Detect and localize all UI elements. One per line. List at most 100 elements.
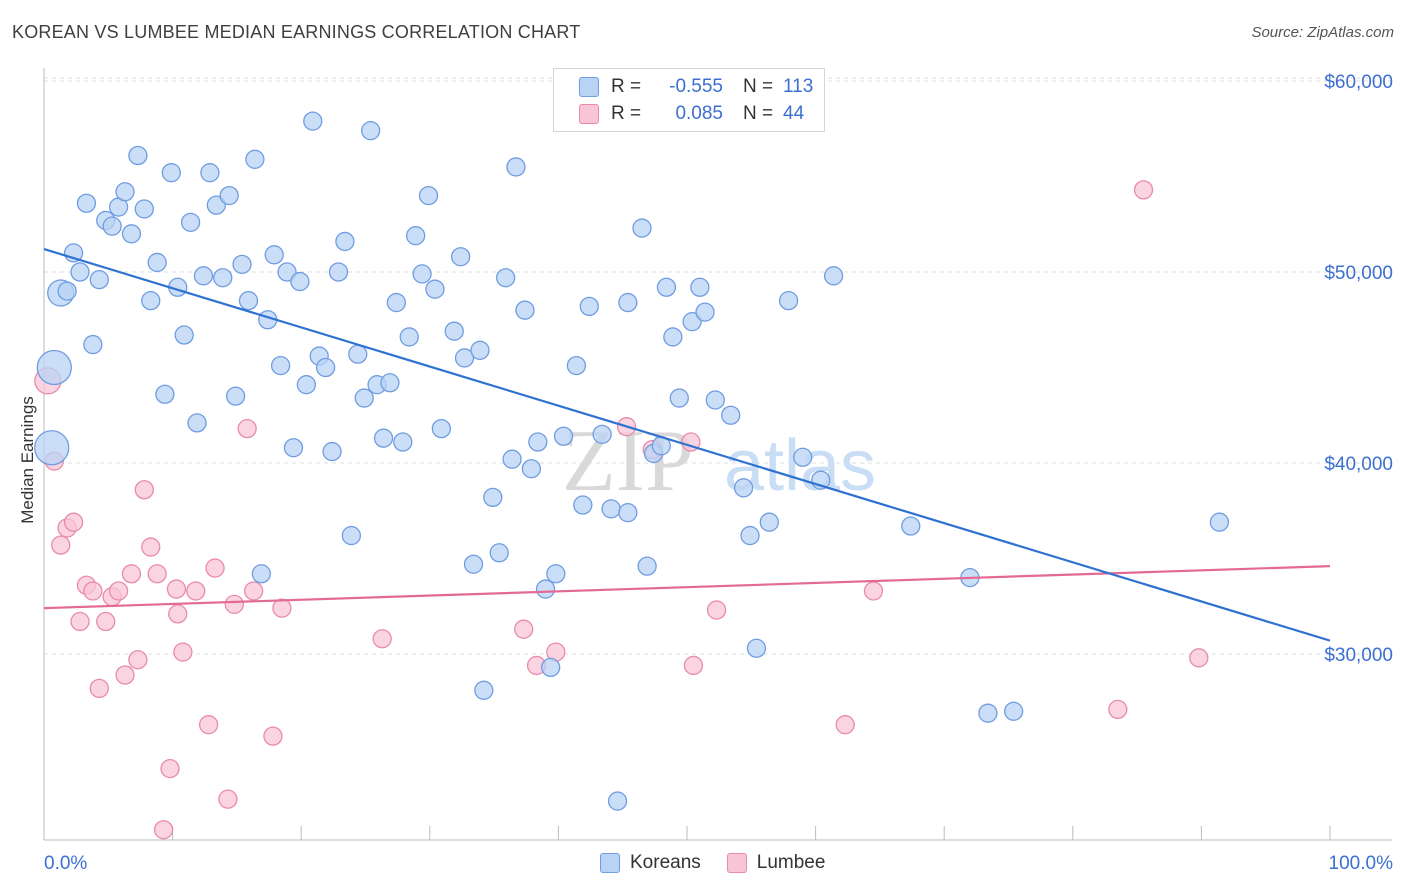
- lumbee-point: [1108, 699, 1128, 720]
- korean-point: [121, 224, 142, 244]
- korean-point: [535, 579, 556, 599]
- lumbee-point: [141, 537, 161, 557]
- korean-point: [328, 262, 349, 282]
- korean-point: [225, 386, 246, 406]
- korean-point: [637, 556, 657, 576]
- korean-point: [1209, 512, 1230, 532]
- korean-point: [238, 290, 259, 311]
- korean-point: [470, 340, 490, 360]
- lumbee-point: [166, 579, 187, 599]
- korean-point: [264, 245, 284, 265]
- korean-point: [277, 262, 297, 282]
- korean-point: [454, 348, 475, 368]
- korean-point: [174, 325, 194, 345]
- korean-point: [213, 268, 233, 288]
- y-tick-label: $50,000: [1324, 263, 1393, 284]
- koreans-legend-swatch: [600, 853, 620, 873]
- korean-point: [283, 438, 304, 458]
- korean-point: [155, 384, 175, 404]
- legend-row-koreans: R = -0.555 N = 113: [554, 74, 813, 100]
- korean-point: [489, 543, 509, 563]
- trend-lines: [43, 248, 1331, 642]
- lumbee-point: [83, 581, 103, 601]
- lumbee-point: [121, 564, 142, 584]
- korean-point: [180, 212, 201, 232]
- lumbee-point: [96, 611, 116, 632]
- korean-point: [406, 226, 426, 246]
- lumbee-point: [168, 604, 188, 624]
- korean-point: [360, 121, 381, 141]
- koreans-legend-label: Koreans: [630, 852, 701, 873]
- korean-point: [290, 271, 310, 292]
- r-label: R =: [611, 76, 642, 97]
- legend-item-koreans[interactable]: Koreans: [600, 852, 701, 874]
- lumbee-point: [89, 678, 109, 699]
- lumbee-point: [237, 418, 257, 439]
- korean-point: [541, 657, 561, 678]
- lumbee-point: [243, 581, 264, 601]
- korean-point: [76, 193, 97, 213]
- korean-point: [380, 373, 400, 393]
- lumbee-point: [514, 619, 534, 639]
- lumbee-point: [198, 715, 219, 735]
- korean-points: [34, 111, 1230, 811]
- korean-point: [592, 424, 612, 445]
- korean-point: [418, 185, 439, 206]
- korean-point: [399, 327, 419, 347]
- lumbee-point: [147, 564, 167, 584]
- lumbee-legend-label: Lumbee: [756, 852, 826, 873]
- series-legend: Koreans Lumbee: [600, 852, 851, 874]
- korean-point: [515, 300, 535, 320]
- korean-point: [219, 185, 239, 206]
- korean-point: [425, 279, 445, 299]
- korean-point: [451, 247, 471, 267]
- korean-point: [322, 441, 342, 462]
- r-value: 0.085: [675, 103, 723, 124]
- n-label: N =: [743, 76, 774, 97]
- korean-point: [573, 495, 593, 515]
- korean-point: [506, 157, 526, 177]
- lumbee-point: [134, 480, 154, 500]
- korean-point: [521, 459, 542, 479]
- legend-item-lumbee[interactable]: Lumbee: [726, 852, 826, 874]
- korean-point: [669, 388, 689, 408]
- korean-point: [200, 163, 220, 183]
- korean-point: [270, 355, 291, 376]
- korean-point: [296, 375, 316, 395]
- korean-point: [83, 334, 103, 355]
- lumbee-point: [272, 598, 292, 618]
- korean-point: [978, 703, 998, 723]
- y-tick-label: $60,000: [1324, 72, 1393, 93]
- korean-point: [341, 525, 362, 546]
- korean-point: [566, 355, 587, 376]
- korean-point: [733, 478, 754, 498]
- lumbee-point: [173, 642, 193, 662]
- lumbee-point: [51, 535, 71, 555]
- lumbee-point: [835, 715, 855, 735]
- korean-point: [463, 554, 484, 574]
- lumbee-point: [70, 611, 90, 632]
- lumbee-point: [186, 581, 206, 601]
- lumbee-point: [372, 629, 392, 649]
- n-value: 113: [783, 76, 814, 97]
- korean-point: [601, 499, 621, 519]
- korean-point: [496, 268, 516, 288]
- korean-point: [147, 252, 167, 273]
- korean-point: [34, 430, 70, 466]
- korean-point: [102, 216, 122, 236]
- korean-point: [36, 349, 72, 386]
- source-label: Source: ZipAtlas.com: [1251, 24, 1394, 41]
- korean-point: [251, 564, 271, 584]
- korean-point: [141, 290, 161, 311]
- korean-point: [740, 525, 760, 546]
- korean-point: [746, 638, 767, 658]
- lumbee-trend-line: [43, 565, 1331, 610]
- korean-point: [632, 218, 652, 238]
- n-value: 44: [783, 103, 805, 124]
- korean-point: [793, 447, 813, 467]
- lumbee-point: [706, 600, 727, 620]
- korean-point: [412, 264, 432, 284]
- korean-point: [89, 269, 109, 290]
- korean-point: [431, 418, 452, 439]
- korean-point: [335, 231, 355, 252]
